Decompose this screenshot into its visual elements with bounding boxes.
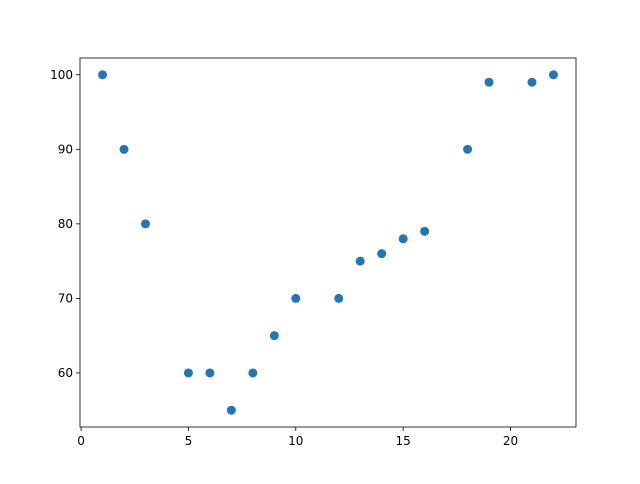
x-tick-label: 10 (288, 434, 303, 448)
data-point (484, 77, 494, 87)
y-tick-label: 90 (58, 142, 73, 156)
y-tick-label: 80 (58, 217, 73, 231)
axes-frame (79, 57, 577, 428)
y-tick-label: 100 (50, 68, 73, 82)
data-point (527, 77, 537, 87)
data-point (548, 70, 558, 80)
data-point (140, 219, 150, 229)
y-tick-label: 70 (58, 291, 73, 305)
data-point (355, 256, 365, 266)
data-point (398, 234, 408, 244)
y-tick-label: 60 (58, 366, 73, 380)
x-tick-label: 15 (396, 434, 411, 448)
data-point (248, 368, 258, 378)
data-point (463, 144, 473, 154)
data-point (269, 331, 279, 341)
x-tick-label: 20 (503, 434, 518, 448)
data-points (98, 70, 558, 415)
x-tick-label: 5 (185, 434, 193, 448)
data-point (119, 144, 129, 154)
plot-area (80, 58, 576, 427)
data-point (205, 368, 215, 378)
x-axis: 0 5 10 15 20 (77, 427, 518, 448)
data-point (420, 226, 430, 236)
data-point (291, 293, 301, 303)
y-axis: 60 70 80 90 100 (50, 68, 80, 380)
data-point (226, 405, 236, 415)
data-point (377, 249, 387, 259)
data-point (98, 70, 108, 80)
x-tick-label: 0 (77, 434, 85, 448)
data-point (183, 368, 193, 378)
data-point (334, 293, 344, 303)
